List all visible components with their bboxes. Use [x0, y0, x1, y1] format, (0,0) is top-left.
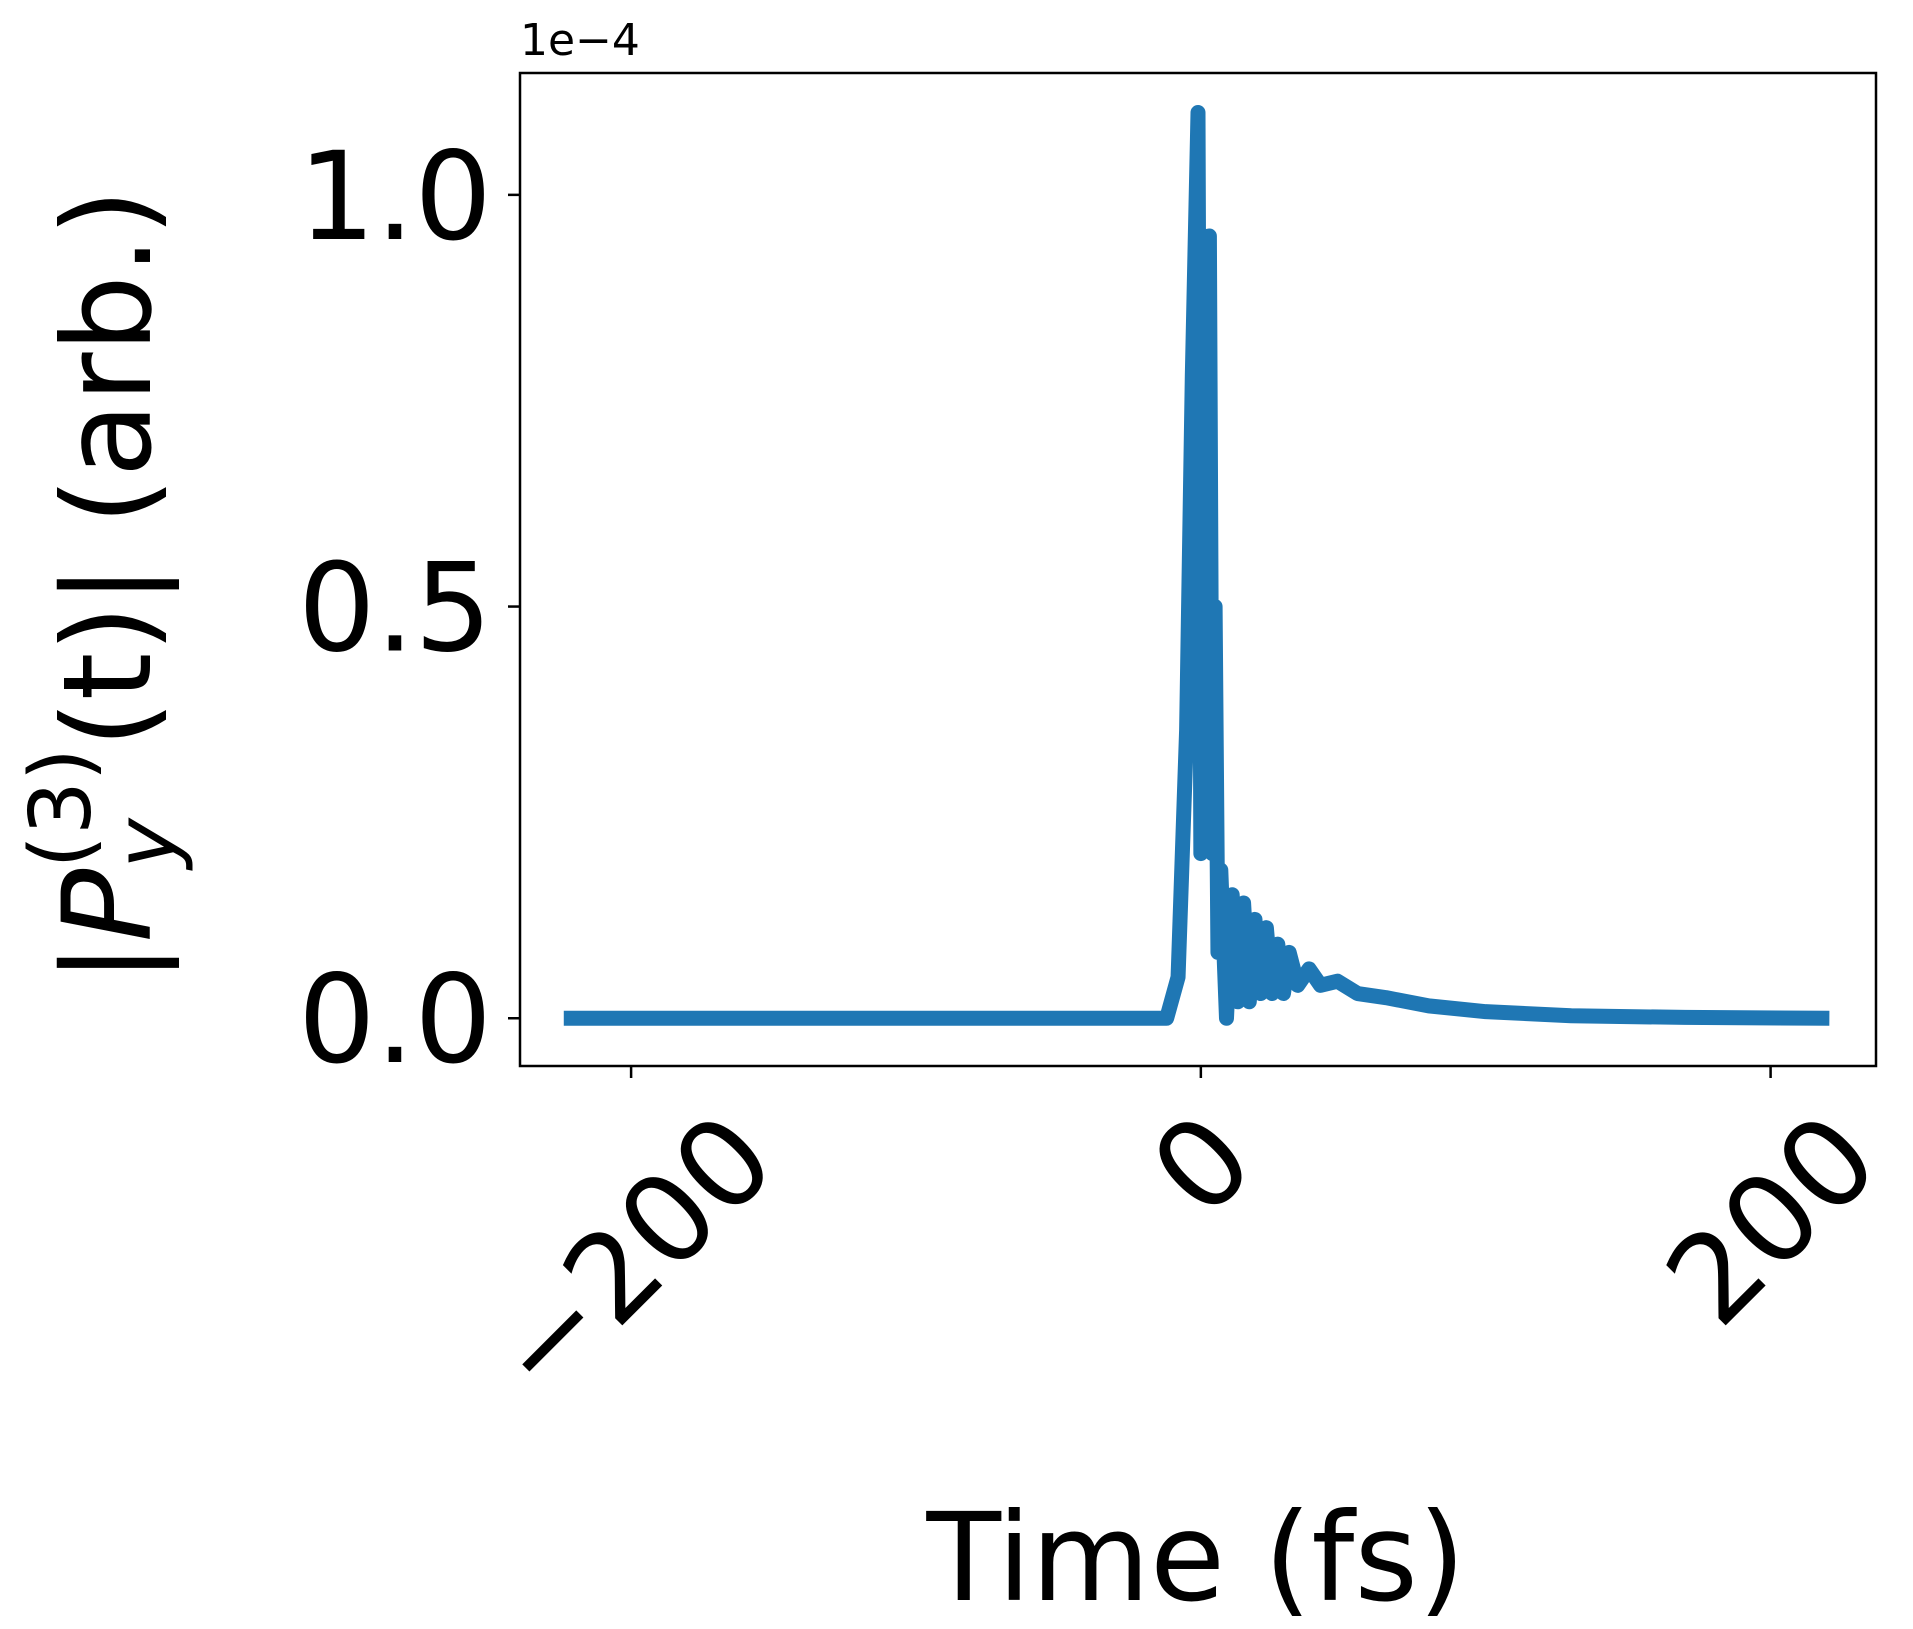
y-label-part: y	[97, 817, 196, 872]
x-axis-label: Time (fs)	[925, 1487, 1465, 1629]
y-label-part: (t)| (arb.)	[37, 189, 179, 748]
x-tick-label: −200	[464, 1087, 801, 1424]
x-tick-label: 200	[1639, 1087, 1904, 1352]
y-label-part: |P	[37, 868, 179, 983]
x-tick-label: 0	[1125, 1087, 1280, 1242]
data-line	[563, 105, 1830, 1026]
axes-frame	[518, 71, 1878, 1068]
y-tick-label: 0.5	[298, 538, 492, 680]
offset-text: 1e−4	[520, 15, 640, 66]
y-axis-label: |Py(3)(t)| (arb.)	[12, 189, 196, 984]
y-label-part: (3)	[12, 748, 111, 868]
y-tick-label: 0.0	[298, 949, 492, 1091]
y-tick-label: 1.0	[298, 126, 492, 268]
